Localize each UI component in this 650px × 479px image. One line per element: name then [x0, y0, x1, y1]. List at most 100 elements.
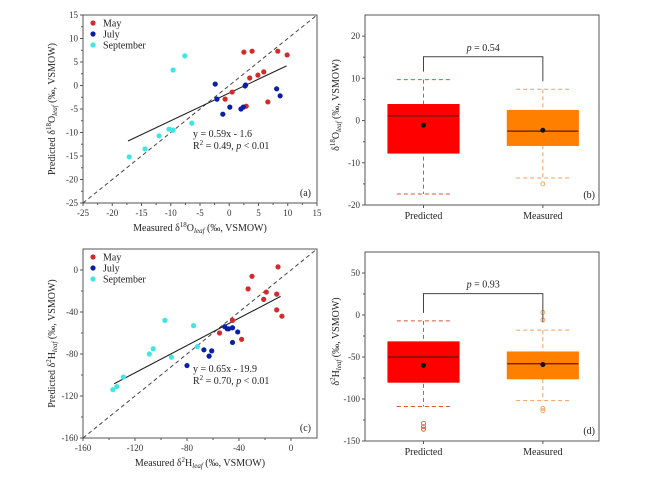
label-text: Predicted δ	[47, 130, 58, 175]
label-text: (‰, VSMOW)	[205, 223, 267, 234]
x-tick-label: 0	[227, 208, 232, 218]
x-category-label: Predicted	[405, 447, 443, 458]
data-point-may	[279, 313, 285, 319]
label-text: H	[185, 458, 192, 469]
data-point-september	[162, 317, 168, 323]
outlier-point	[540, 181, 546, 187]
y-tick-label: 10	[351, 73, 361, 83]
data-point-may	[229, 317, 236, 323]
label-text: O	[187, 223, 194, 234]
data-point-september	[190, 323, 197, 329]
label-text: (‰, VSMOW)	[331, 297, 342, 359]
y-tick-label: 0	[356, 116, 361, 126]
legend-label-september: September	[103, 275, 146, 286]
label-text: (‰, VSMOW)	[47, 43, 58, 105]
data-point-july	[235, 329, 241, 335]
y-tick-label: -5	[71, 104, 79, 114]
x-tick-label: -10	[165, 208, 177, 218]
panel-label: (c)	[300, 423, 311, 434]
x-tick-label: -5	[196, 208, 204, 218]
data-point-september	[120, 374, 126, 380]
x-category-label: Measured	[523, 211, 562, 222]
legend-marker-may	[90, 20, 96, 26]
label-sup: 18	[329, 139, 337, 147]
data-point-september	[170, 67, 176, 73]
y-tick-label: -160	[62, 433, 79, 443]
data-point-september	[146, 351, 152, 357]
panel-label: (b)	[583, 190, 595, 201]
label-text: (‰, VSMOW)	[331, 59, 342, 121]
data-point-july	[229, 339, 236, 346]
y-tick-label: 20	[351, 31, 361, 41]
data-point-may	[245, 286, 251, 292]
label-text: Predicted δ	[47, 363, 58, 408]
panel-label: (d)	[583, 426, 595, 437]
label-sup: 2	[182, 456, 186, 464]
data-point-july	[209, 348, 215, 354]
mean-marker	[540, 127, 546, 133]
x-tick-label: 5	[256, 208, 261, 218]
plot-frame	[364, 14, 600, 206]
p-value-label: p = 0.54	[466, 43, 500, 54]
x-tick-label: -40	[233, 443, 245, 453]
data-point-september	[166, 126, 172, 132]
label-sup: 2	[329, 377, 337, 381]
data-point-july	[206, 353, 212, 359]
legend-label-july: July	[103, 30, 120, 41]
stat-text: < 0.01	[241, 141, 269, 152]
y-tick-label: 5	[74, 57, 79, 67]
label-sub: leaf	[51, 341, 59, 353]
data-point-may	[274, 307, 280, 313]
label-sup: 18	[180, 221, 188, 229]
data-point-may	[249, 273, 255, 279]
p-symbol: p	[466, 280, 472, 291]
x-category-label: Measured	[523, 447, 562, 458]
data-point-may	[241, 49, 247, 55]
panel-a: -25 -20 -15 -10 -5 0 5 10 15 -25 -20 -15 -10 -5 0 5 10 15…	[45, 10, 322, 235]
data-point-may	[229, 89, 235, 95]
box-measured	[506, 310, 579, 414]
data-point-may	[275, 48, 281, 54]
label-sub: leaf	[192, 462, 204, 470]
stat-sup: 2	[200, 139, 204, 147]
outlier-point	[421, 420, 426, 426]
label-text: O	[331, 132, 342, 139]
label-sub: leaf	[335, 359, 343, 371]
legend-marker-september	[90, 276, 96, 282]
data-point-september	[110, 387, 116, 393]
data-point-may	[239, 336, 245, 342]
label-text: H	[47, 352, 58, 359]
data-point-july	[212, 81, 218, 87]
y-axis-label: δ18Oleaf (‰, VSMOW)	[329, 59, 343, 151]
regression-line	[127, 65, 287, 142]
box-predicted	[387, 79, 460, 195]
regression-stats: R2 = 0.49, p < 0.01	[193, 139, 269, 152]
regression-equation: y = 0.59x - 1.6	[193, 129, 252, 140]
stat-sup: 2	[200, 374, 204, 382]
one-to-one-line	[82, 14, 318, 204]
legend-label-may: May	[103, 19, 121, 30]
box-iqr	[387, 104, 460, 154]
label-sup: 18	[45, 123, 53, 131]
label-sup: 2	[45, 359, 53, 363]
data-point-september	[156, 133, 162, 139]
box-measured	[506, 88, 579, 187]
data-point-july	[229, 325, 236, 331]
legend-label-may: May	[103, 253, 121, 264]
panel-c: -160 -120 -80 -40 0 -160 -120 -80 -40 0 MayJulySep…	[45, 248, 318, 470]
y-tick-label: -10	[348, 158, 360, 168]
legend-marker-july	[90, 265, 96, 271]
p-value: = 0.93	[472, 280, 500, 291]
data-point-may	[274, 291, 280, 297]
x-tick-label: -160	[75, 443, 92, 453]
y-tick-label: -100	[344, 394, 361, 404]
regression-stats: R2 = 0.70, p < 0.01	[193, 374, 269, 387]
data-point-july	[274, 86, 280, 92]
y-tick-label: 15	[69, 10, 79, 20]
data-point-september	[170, 127, 176, 133]
y-tick-label: 10	[69, 34, 79, 44]
p-symbol: p	[466, 43, 472, 54]
data-point-july	[243, 82, 249, 88]
stat-text: R	[193, 376, 200, 387]
